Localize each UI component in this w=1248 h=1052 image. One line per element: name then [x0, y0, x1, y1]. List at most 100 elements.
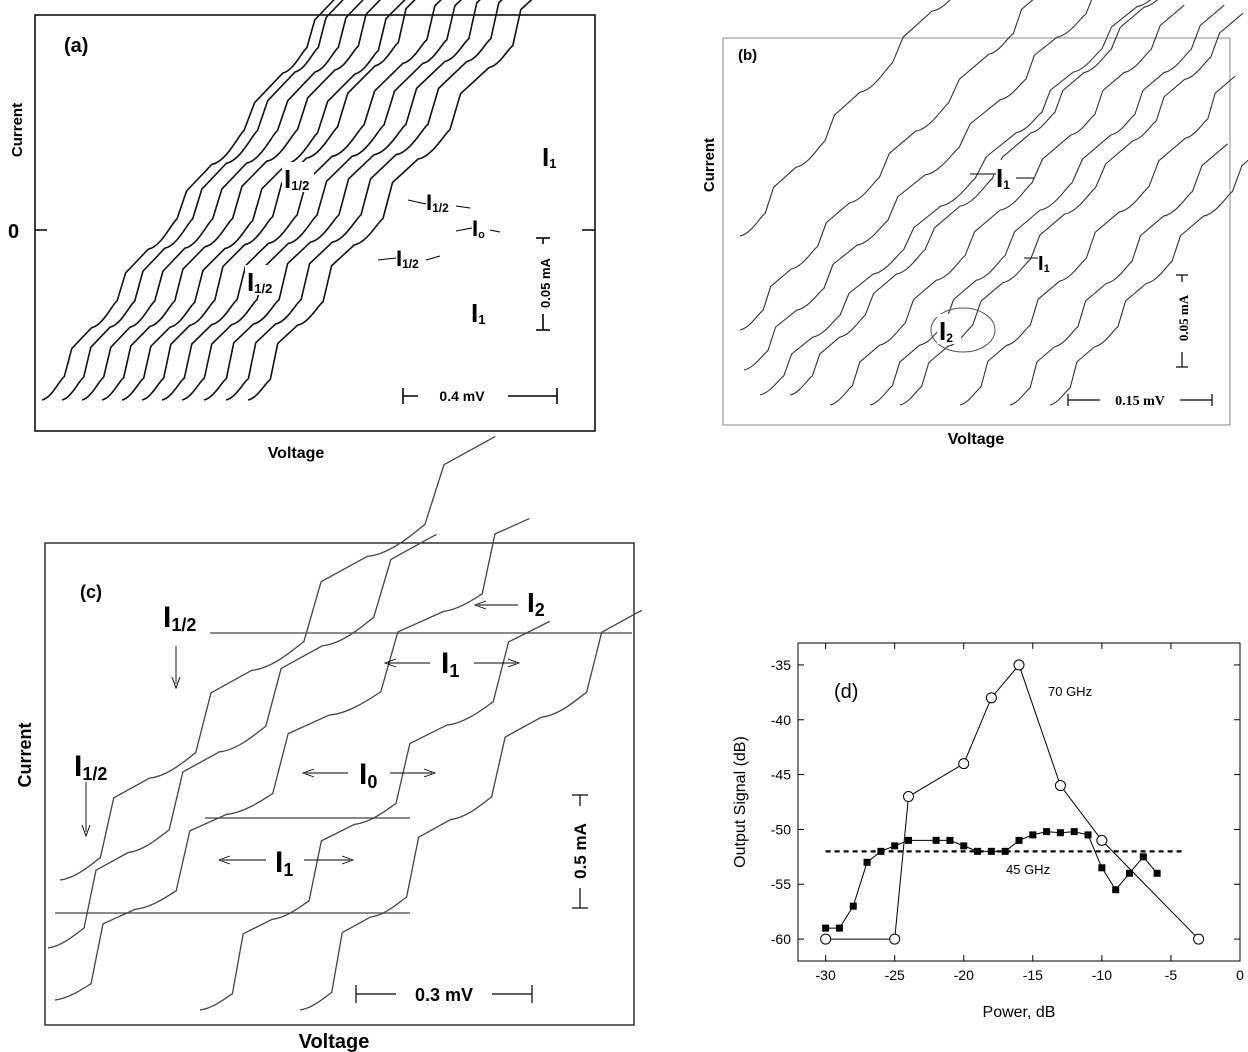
series-45ghz-point: [946, 836, 954, 844]
svg-text:Io: Io: [472, 216, 485, 241]
panel-b-trace-7: [869, 4, 1225, 406]
series-70ghz-point: [820, 933, 832, 945]
svg-text:I2: I2: [939, 316, 953, 346]
panel-a: (a) 0 Current Voltage 0.05 mA 0.4 mV I1/…: [8, 0, 596, 462]
panel-a-trace-10: [225, 0, 503, 401]
series-70ghz-point: [1193, 933, 1205, 945]
panel-b-trace-10: [1009, 143, 1228, 406]
series-45ghz-point: [1098, 864, 1106, 872]
series-45ghz-point: [1139, 853, 1147, 861]
series-45ghz-point: [1029, 831, 1037, 839]
y-tick-label: -60: [771, 931, 791, 947]
series-45ghz-point: [1126, 869, 1133, 877]
panel-a-trace-1: [41, 0, 335, 401]
panel-a-tag: (a): [64, 35, 88, 57]
svg-text:I1/2: I1/2: [426, 190, 449, 215]
panel-c-step-label-4: I1: [438, 645, 468, 681]
x-tick-label: -20: [954, 967, 974, 983]
panel-c-step-label-3: I2: [524, 587, 552, 620]
panel-a-trace-7: [161, 0, 442, 401]
x-tick-label: -30: [816, 967, 836, 983]
panel-a-xlabel: Voltage: [268, 445, 325, 462]
panel-a-trace-9: [203, 0, 481, 401]
series-45ghz-point: [1043, 828, 1051, 836]
panel-d-xlabel: Power, dB: [983, 1004, 1056, 1021]
series-45ghz-point: [960, 842, 968, 850]
svg-text:I1/2: I1/2: [163, 601, 196, 635]
series-45ghz-point: [1001, 847, 1009, 855]
panel-a-trace-11: [247, 0, 533, 401]
panel-a-frame: [34, 14, 596, 432]
series-45ghz-point: [1084, 831, 1092, 839]
panel-a-step-label-5: Io: [455, 215, 501, 241]
panel-b-tag: (b): [738, 47, 757, 64]
series-70ghz-point: [903, 791, 914, 803]
panel-b-step-label-2: I1: [1024, 248, 1056, 275]
series-45ghz-point: [932, 836, 940, 844]
series-45ghz-point: [877, 847, 885, 855]
panel-b-trace-11: [1049, 159, 1248, 406]
y-tick-label: -45: [771, 767, 791, 783]
series-45ghz-point: [974, 847, 982, 855]
series-45ghz-point: [1153, 869, 1161, 877]
series-70ghz-point: [985, 692, 997, 704]
panel-a-ylabel: Current: [9, 103, 26, 157]
series-45ghz-point: [849, 902, 857, 910]
panel-a-trace-8: [181, 0, 462, 401]
panel-d-axis-ticks: -30 -25 -20 -15 -10 -5 0-35-40-45-50-55-60: [771, 643, 1244, 983]
panel-a-step-label-6: I1: [540, 140, 564, 172]
panel-a-trace-6: [141, 0, 416, 401]
panel-c-xlabel: Voltage: [299, 1031, 370, 1052]
series-45ghz-point: [1112, 886, 1120, 894]
y-tick-label: -40: [771, 712, 791, 728]
panel-d-tag: (d): [834, 681, 858, 703]
panel-b-trace-9: [959, 75, 1236, 406]
series-45ghz-point: [835, 924, 843, 932]
panel-c-traces: [47, 435, 643, 1011]
panel-b-trace-8: [899, 12, 1244, 406]
series-45ghz-point: [987, 847, 995, 855]
panel-b-step-label-3: I2: [930, 307, 996, 353]
panel-c-step-label-6: I1: [272, 843, 302, 880]
panel-d: -30 -25 -20 -15 -10 -5 0-35-40-45-50-55-60 (d)…: [732, 642, 1244, 1021]
svg-text:I1: I1: [996, 163, 1010, 193]
panel-a-trace-2: [61, 0, 344, 401]
panel-d-plot-frame: [797, 642, 1241, 962]
panel-b-trace-3: [743, 0, 1093, 371]
svg-text:I1/2: I1/2: [247, 267, 272, 297]
panel-b: (b) Current Voltage 0.05 mA 0.15 mV I1 I…: [701, 0, 1248, 448]
panel-a-trace-5: [121, 0, 406, 401]
panel-c-trace-1: [47, 533, 437, 949]
panel-c-frame: [44, 542, 635, 1026]
panel-a-step-label-4: I1/2: [377, 244, 441, 272]
panel-c-arrows: [81, 600, 521, 865]
svg-text:I1: I1: [275, 846, 293, 880]
panel-c-trace-3: [199, 620, 551, 1011]
panel-a-step-label-7: I1: [469, 296, 493, 328]
panel-c-trace-4: [299, 609, 643, 1011]
series-70ghz-line: [825, 663, 1199, 940]
panel-c-step-label-5: I0: [356, 756, 386, 792]
panel-b-trace-6: [829, 4, 1185, 406]
series-45ghz-point: [1015, 836, 1023, 844]
panel-b-trace-4: [759, 0, 1151, 396]
x-tick-label: -15: [1023, 967, 1043, 983]
panel-c-step-label-2: I1/2: [70, 748, 116, 784]
panel-a-step-label-2: I1/2: [245, 265, 277, 297]
panel-a-current-scale-label: 0.05 mA: [538, 257, 553, 307]
svg-text:I1: I1: [441, 647, 459, 681]
panel-c-voltage-scale-label: 0.3 mV: [415, 985, 473, 1005]
panel-a-voltage-scale-label: 0.4 mV: [439, 388, 485, 404]
svg-text:I1: I1: [471, 298, 485, 328]
panel-c-trace-5: [59, 435, 496, 881]
panel-a-traces: [41, 0, 533, 401]
panel-c: (c) Current Voltage 0.5 mA 0.3 mV I1/2 I…: [15, 435, 643, 1052]
series-70ghz-point: [1013, 659, 1025, 671]
series-45ghz-point: [1070, 828, 1078, 836]
y-tick-label: -55: [771, 876, 791, 892]
panel-b-trace-5: [789, 0, 1158, 396]
svg-text:I1/2: I1/2: [74, 750, 107, 784]
panel-a-step-label-3: I1/2: [407, 186, 471, 215]
panel-d-series-label-70ghz: 70 GHz: [1048, 684, 1092, 699]
